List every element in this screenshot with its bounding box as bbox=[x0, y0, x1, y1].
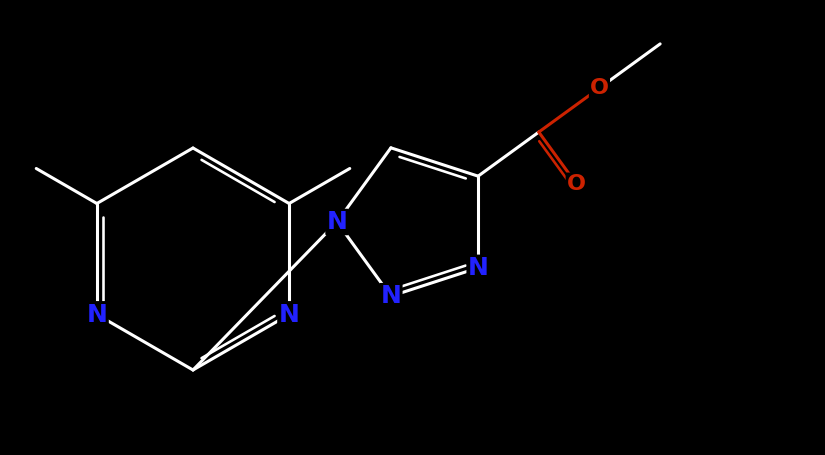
Text: N: N bbox=[468, 256, 488, 280]
Text: O: O bbox=[590, 78, 609, 98]
Text: N: N bbox=[279, 303, 299, 327]
Text: N: N bbox=[87, 303, 107, 327]
Text: O: O bbox=[567, 174, 586, 194]
Text: N: N bbox=[279, 303, 299, 327]
Text: N: N bbox=[380, 284, 401, 308]
Text: N: N bbox=[327, 210, 347, 234]
Text: N: N bbox=[87, 303, 107, 327]
